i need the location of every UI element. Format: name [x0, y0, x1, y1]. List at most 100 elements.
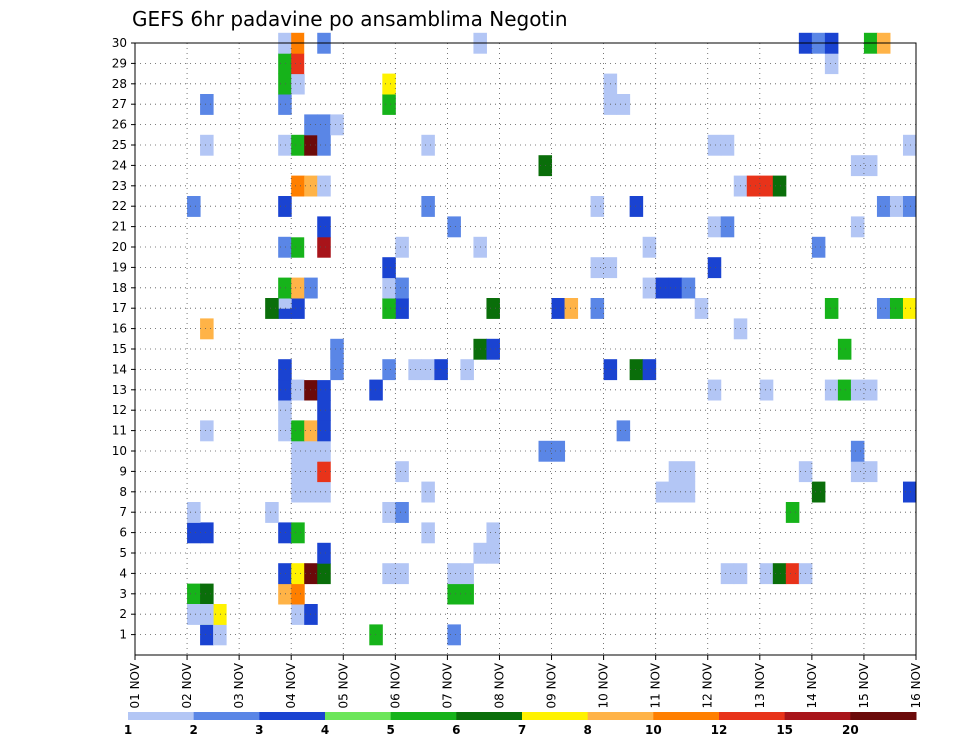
heatmap-cell	[421, 359, 435, 381]
legend-label: 4	[321, 723, 329, 737]
heatmap-cell	[291, 461, 305, 483]
heatmap-cell	[876, 298, 891, 319]
legend-label: 7	[518, 723, 526, 737]
heatmap-cell	[330, 114, 344, 136]
y-tick-label: 7	[119, 505, 127, 519]
heatmap-cell	[317, 114, 331, 136]
legend-swatch	[128, 712, 195, 720]
heatmap-cell	[486, 298, 500, 319]
y-axis-ticks: 1234567891011121314151617181920212223242…	[112, 36, 135, 642]
y-tick-label: 16	[112, 322, 127, 336]
legend-swatch	[653, 712, 720, 720]
heatmap-cell	[707, 379, 722, 401]
heatmap-cell	[291, 298, 305, 319]
x-tick-label: 11 NOV	[649, 662, 663, 708]
heatmap-cell	[447, 216, 461, 238]
heatmap-cell	[551, 298, 566, 319]
heatmap-cell	[291, 481, 305, 503]
heatmap-cell	[291, 134, 305, 156]
heatmap-cell	[850, 461, 865, 483]
heatmap-cell	[200, 134, 214, 156]
heatmap-cell	[395, 236, 409, 258]
legend-label: 12	[711, 723, 728, 737]
heatmap-cell	[421, 522, 435, 544]
heatmap-cell	[291, 236, 305, 258]
legend-swatch	[193, 712, 260, 720]
heatmap-cell	[681, 481, 696, 503]
heatmap-cell	[278, 94, 292, 115]
y-tick-label: 17	[112, 301, 127, 315]
heatmap-cell	[642, 236, 657, 258]
heatmap-cell	[837, 338, 852, 360]
heatmap-cell	[187, 196, 201, 217]
heatmap-cell	[421, 481, 435, 503]
y-tick-label: 29	[112, 56, 127, 70]
heatmap-cell	[811, 481, 826, 503]
legend-label: 6	[452, 723, 460, 737]
heatmap-cell	[187, 502, 201, 523]
y-tick-label: 12	[112, 403, 127, 417]
heatmap-cell	[369, 379, 383, 401]
heatmap-cell	[278, 236, 292, 258]
heatmap-cell	[330, 338, 344, 360]
heatmap-cell	[486, 542, 500, 564]
heatmap-cell	[278, 583, 292, 605]
y-tick-label: 1	[119, 628, 127, 642]
y-tick-label: 6	[119, 526, 127, 540]
x-tick-label: 06 NOV	[388, 662, 402, 708]
y-tick-label: 26	[112, 118, 127, 132]
legend-label: 8	[583, 723, 591, 737]
x-tick-label: 09 NOV	[545, 662, 559, 708]
heatmap-cell	[369, 624, 383, 646]
heatmap-cell	[278, 400, 292, 421]
color-legend: 1 2 3 4 5 6 7 8 10 12 15 20	[124, 712, 917, 737]
heatmap-cell	[278, 134, 292, 156]
heatmap-cell	[655, 277, 670, 299]
legend-swatch	[784, 712, 851, 720]
heatmap-cell	[278, 420, 292, 442]
heatmap-cell	[629, 196, 644, 217]
x-axis-ticks: 01 NOV 02 NOV 03 NOV 04 NOV 05 NOV 06 NOV 07 N…	[128, 655, 923, 709]
x-tick-label: 08 NOV	[492, 662, 506, 708]
heatmap-cell	[317, 481, 331, 503]
heatmap-cell	[291, 73, 305, 95]
heatmap-cell	[291, 277, 305, 299]
heatmap-cell	[317, 542, 331, 564]
heatmap-cell	[291, 604, 305, 625]
heatmap-cell	[759, 563, 774, 585]
heatmap-cell	[200, 604, 214, 625]
heatmap-cell	[382, 298, 396, 319]
heatmap-cell	[850, 216, 865, 238]
heatmap-cell	[824, 53, 839, 75]
y-tick-label: 25	[112, 138, 127, 152]
heatmap-cell	[317, 563, 331, 585]
heatmap-cell	[291, 583, 305, 605]
heatmap-cell	[382, 502, 396, 523]
heatmap-cell	[395, 502, 409, 523]
heatmap-cell	[434, 359, 448, 381]
heatmap-cell	[382, 257, 396, 279]
heatmap-cell	[902, 298, 917, 319]
heatmap-cell	[382, 94, 396, 115]
heatmap-cell	[382, 277, 396, 299]
heatmap-cell	[642, 359, 657, 381]
heatmap-cell	[850, 440, 865, 462]
y-tick-label: 4	[119, 566, 127, 580]
heatmap-cell	[486, 338, 500, 360]
heatmap-cells	[187, 32, 917, 646]
heatmap-cell	[694, 298, 709, 319]
heatmap-cell	[486, 522, 500, 544]
heatmap-cell	[317, 461, 331, 483]
heatmap-cell	[278, 196, 292, 217]
heatmap-cell	[317, 338, 331, 360]
heatmap-cell	[213, 624, 227, 646]
heatmap-cell	[291, 175, 305, 197]
heatmap-cell	[395, 277, 409, 299]
heatmap-cell	[824, 379, 839, 401]
heatmap-cell	[317, 236, 331, 258]
x-tick-label: 13 NOV	[753, 662, 767, 708]
x-tick-label: 07 NOV	[440, 662, 454, 708]
grid-lines	[135, 42, 917, 655]
y-tick-label: 15	[112, 342, 127, 356]
heatmap-cell	[590, 257, 605, 279]
